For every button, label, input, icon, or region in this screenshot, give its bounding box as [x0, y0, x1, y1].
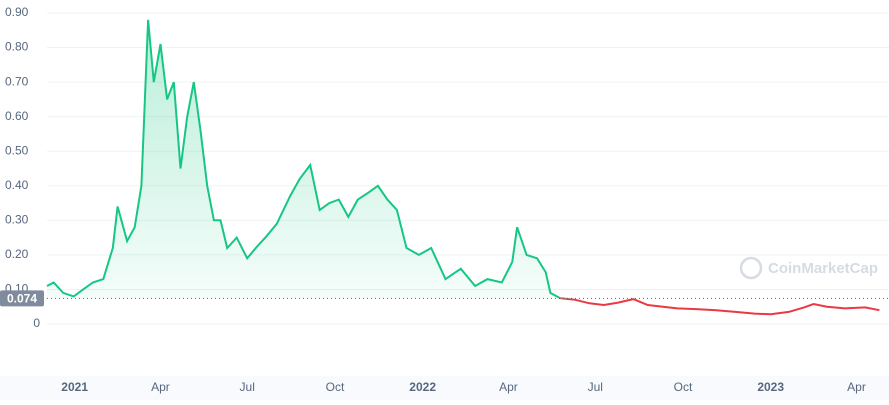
y-tick-label: 0.40: [5, 178, 29, 192]
x-tick-label: Apr: [847, 380, 866, 394]
x-tick-label: Oct: [674, 380, 693, 394]
x-tick-label: Jul: [240, 380, 255, 394]
y-tick-label: 0.90: [5, 5, 29, 19]
x-tick-label: Jul: [588, 380, 603, 394]
reference-label: 0.074: [7, 292, 37, 306]
x-tick-label: 2022: [409, 380, 436, 394]
y-tick-label: 0.20: [5, 247, 29, 261]
x-tick-label: Apr: [151, 380, 170, 394]
y-tick-label: 0.30: [5, 213, 29, 227]
y-tick-label: 0.50: [5, 143, 29, 157]
y-tick-label: 0.60: [5, 109, 29, 123]
x-tick-label: 2023: [757, 380, 784, 394]
x-tick-label: 2021: [61, 380, 88, 394]
x-tick-label: Apr: [499, 380, 518, 394]
x-tick-label: Oct: [326, 380, 345, 394]
y-tick-label: 0: [33, 316, 40, 330]
price-line-down: [558, 298, 880, 316]
x-axis-band: [0, 376, 889, 400]
price-line-up: [46, 19, 635, 299]
y-tick-label: 0.70: [5, 74, 29, 88]
price-area: [47, 19, 563, 299]
y-tick-label: 0.80: [5, 40, 29, 54]
watermark: CoinMarketCap: [739, 256, 878, 280]
reference-label-box: [0, 290, 44, 307]
watermark-text: CoinMarketCap: [768, 260, 878, 277]
